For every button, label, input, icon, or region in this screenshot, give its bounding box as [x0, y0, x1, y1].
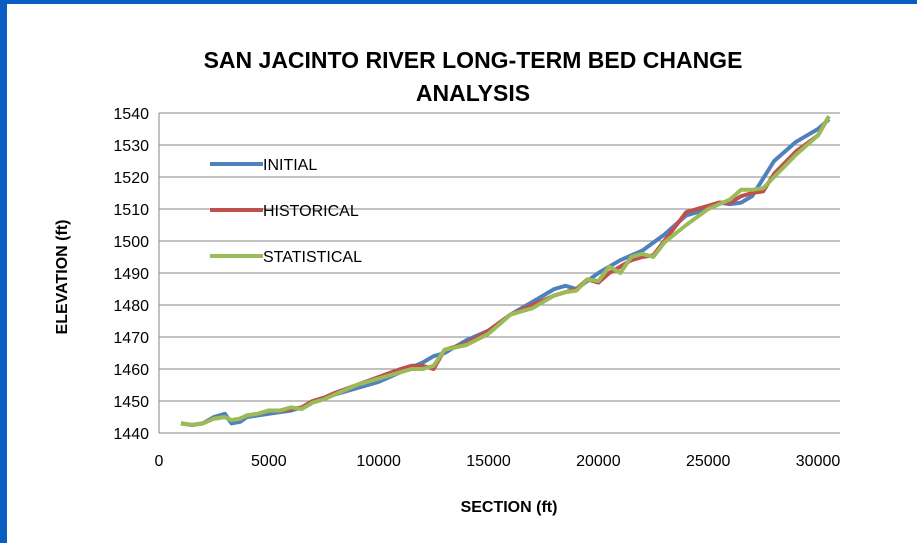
y-tick-1490: 1490 [113, 266, 149, 283]
y-tick-1440: 1440 [113, 426, 149, 443]
y-tick-1460: 1460 [113, 362, 149, 379]
x-tick-10000: 10000 [356, 453, 401, 470]
y-tick-1530: 1530 [113, 138, 149, 155]
legend: INITIAL HISTORICAL STATISTICAL [210, 157, 362, 266]
grid-lines [159, 112, 840, 402]
series-lines [180, 115, 831, 427]
legend-label-historical: HISTORICAL [263, 203, 359, 220]
y-tick-1510: 1510 [113, 202, 149, 219]
y-tick-1500: 1500 [113, 234, 149, 251]
series-line-statistical [180, 115, 831, 427]
y-tick-labels: 1440 1450 1460 1470 1480 1490 1500 1510 1520 1530… [113, 106, 149, 443]
chart-title-line1: SAN JACINTO RIVER LONG-TERM BED CHANGE [204, 47, 743, 73]
x-tick-20000: 20000 [576, 453, 621, 470]
y-axis-title: ELEVATION (ft) [54, 220, 71, 335]
x-tick-25000: 25000 [686, 453, 731, 470]
legend-label-initial: INITIAL [263, 157, 317, 174]
x-axis-title: SECTION (ft) [461, 499, 558, 516]
y-tick-1520: 1520 [113, 170, 149, 187]
chart-frame: SAN JACINTO RIVER LONG-TERM BED CHANGE A… [7, 4, 917, 543]
x-tick-30000: 30000 [796, 453, 841, 470]
y-tick-1480: 1480 [113, 298, 149, 315]
x-tick-0: 0 [155, 453, 164, 470]
x-tick-5000: 5000 [251, 453, 287, 470]
y-tick-1470: 1470 [113, 330, 149, 347]
y-tick-1540: 1540 [113, 106, 149, 123]
chart-title-line2: ANALYSIS [416, 80, 530, 106]
chart-svg: SAN JACINTO RIVER LONG-TERM BED CHANGE A… [54, 47, 841, 516]
x-tick-15000: 15000 [466, 453, 511, 470]
x-tick-labels: 0 5000 10000 15000 20000 25000 30000 [155, 453, 841, 470]
axes [158, 113, 840, 434]
y-tick-1450: 1450 [113, 394, 149, 411]
legend-label-statistical: STATISTICAL [263, 249, 362, 266]
